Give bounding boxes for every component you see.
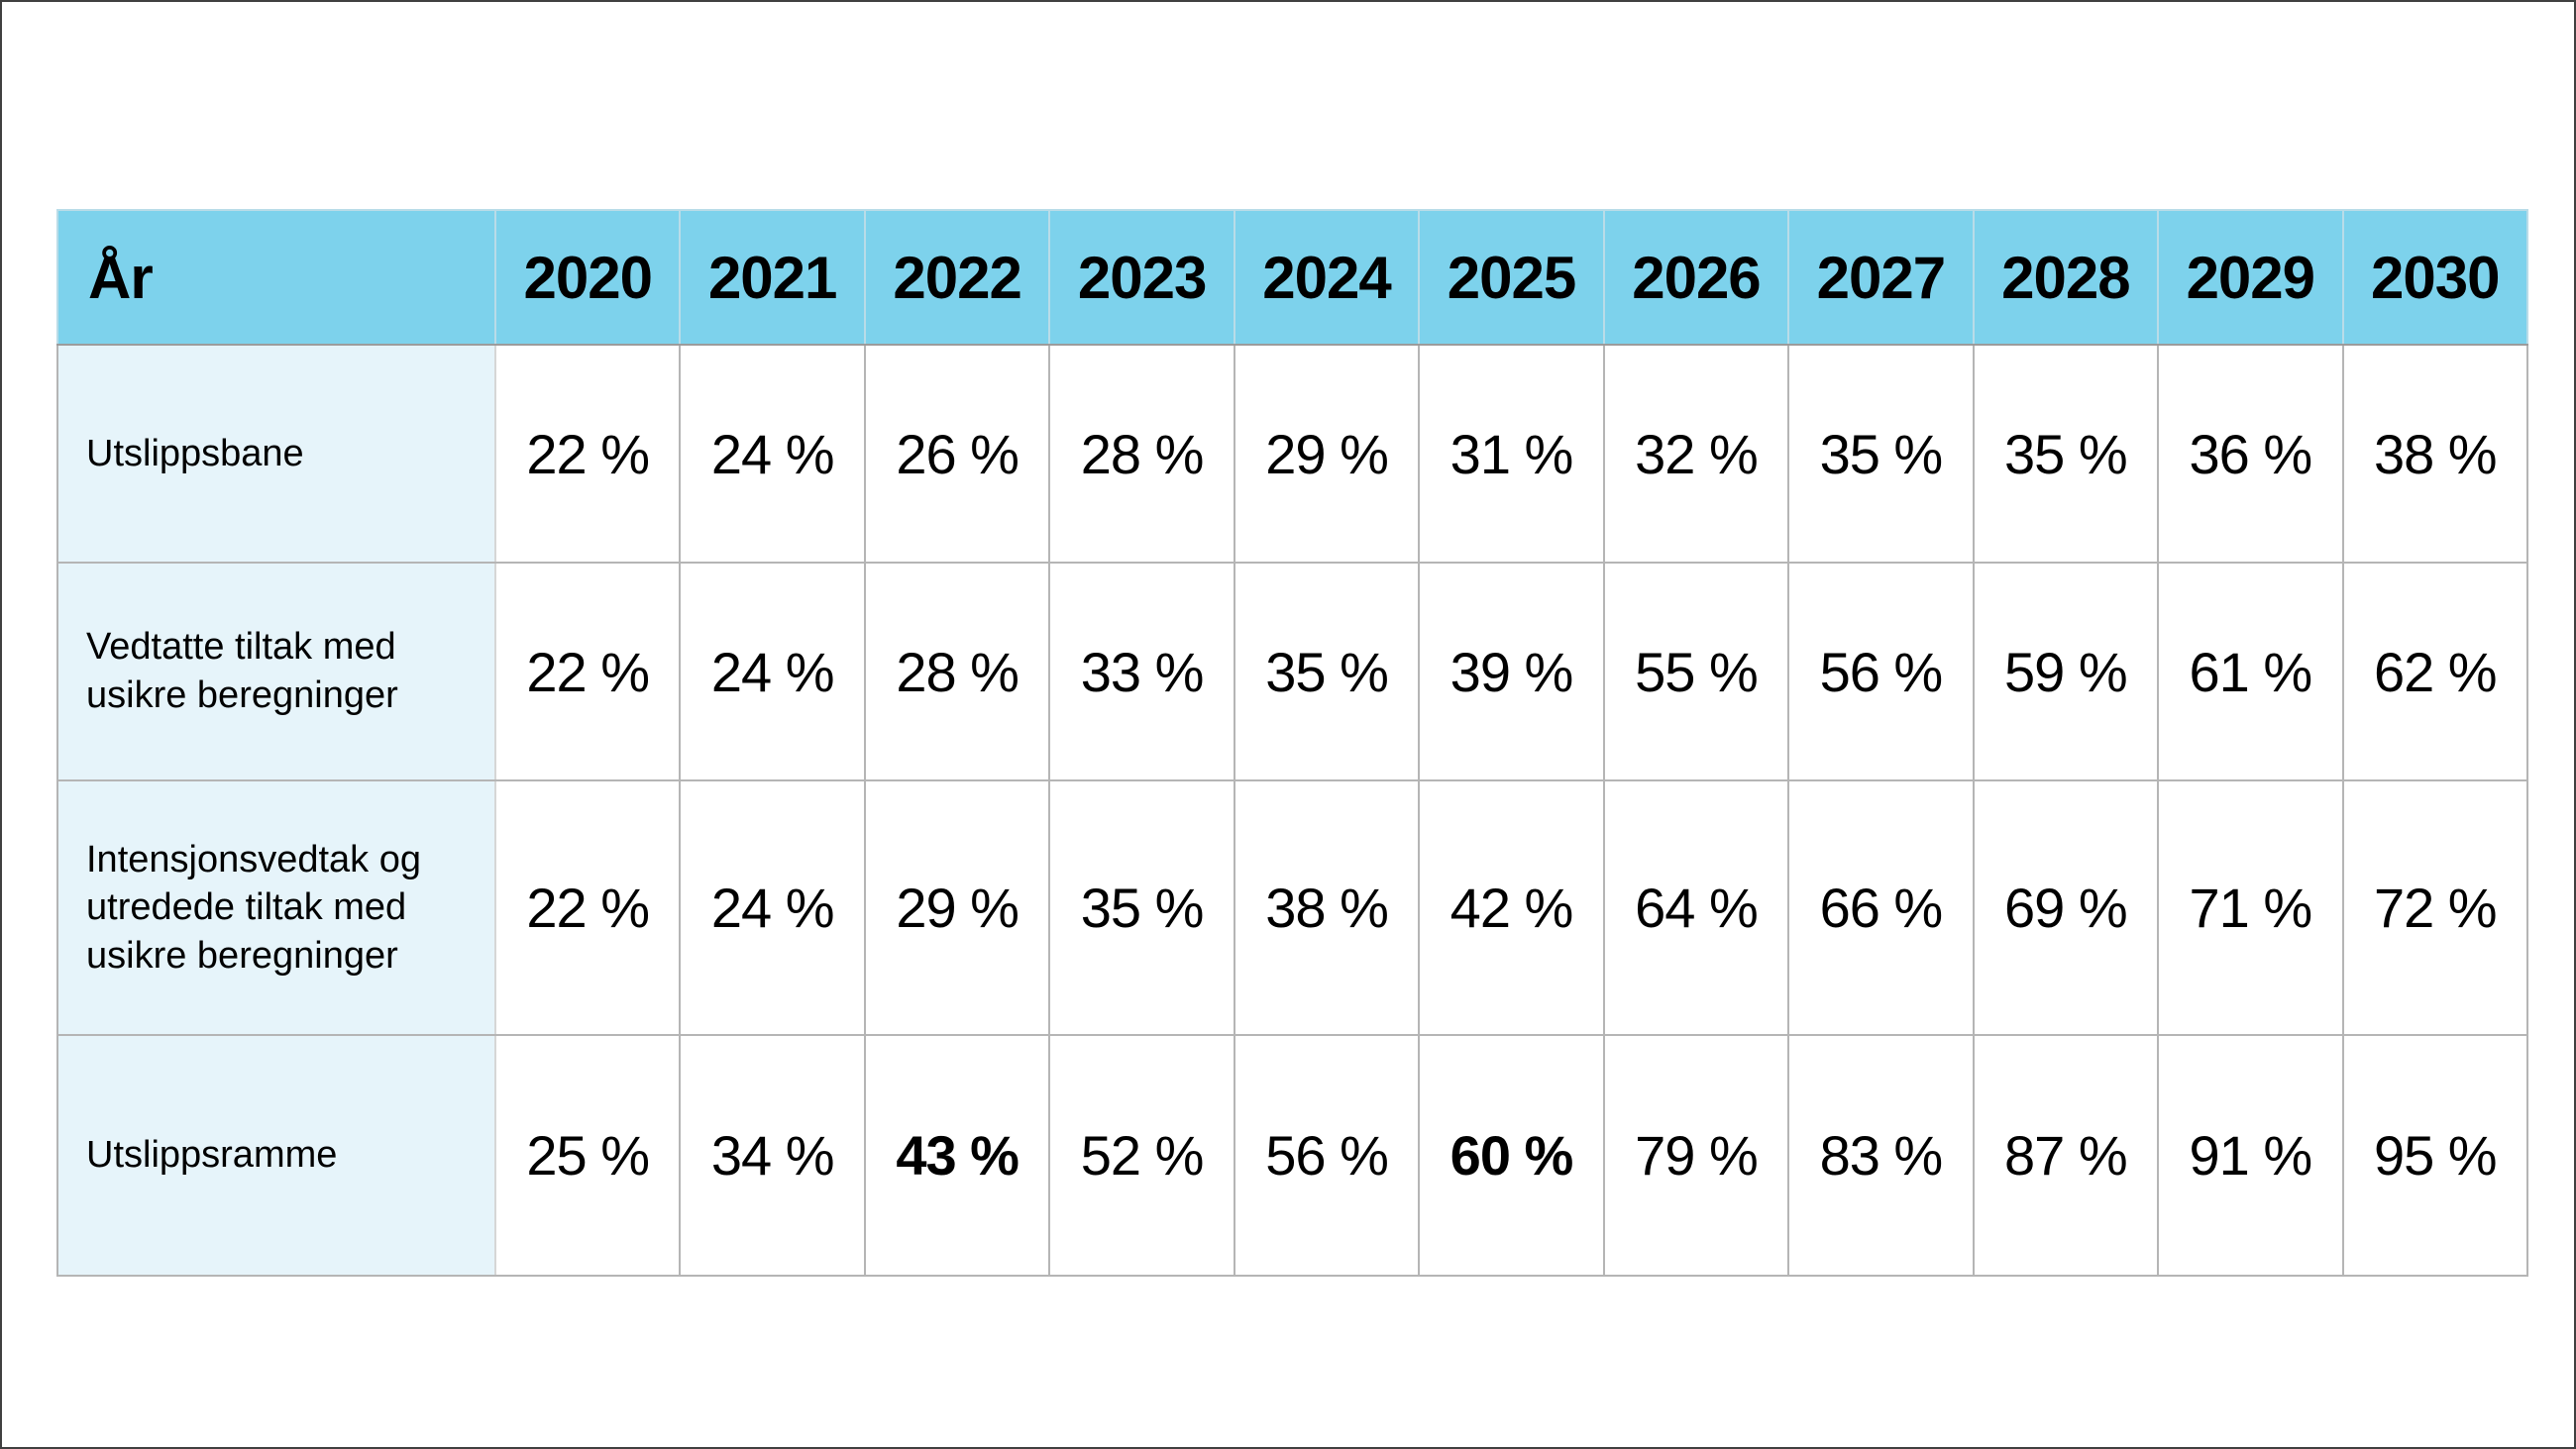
year-header: 2020 [493, 209, 682, 346]
value-cell: 39 % [1418, 562, 1605, 781]
value-cell: 43 % [863, 1034, 1051, 1277]
year-header: 2027 [1787, 209, 1975, 346]
value-cell: 61 % [2157, 562, 2344, 781]
emissions-table: År 2020 2021 2022 2023 2024 2025 2026 2027 2028 2… [56, 209, 2529, 1277]
value-cell: 69 % [1972, 779, 2160, 1036]
value-cell: 62 % [2341, 562, 2529, 781]
value-cell: 24 % [679, 779, 866, 1036]
row-label: Utslippsramme [56, 1034, 496, 1277]
table-row: Vedtatte tiltak med usikre beregninger 22… [56, 562, 2529, 781]
value-cell: 28 % [863, 562, 1051, 781]
corner-header-year-label: År [56, 209, 496, 346]
year-header: 2022 [863, 209, 1051, 346]
value-cell: 35 % [1972, 344, 2160, 564]
row-label: Intensjonsvedtak og utredede tiltak med … [56, 779, 496, 1036]
year-header: 2030 [2341, 209, 2529, 346]
value-cell: 91 % [2157, 1034, 2344, 1277]
value-cell: 36 % [2157, 344, 2344, 564]
value-cell: 55 % [1602, 562, 1790, 781]
year-header: 2023 [1048, 209, 1235, 346]
value-cell: 24 % [679, 562, 866, 781]
value-cell: 26 % [863, 344, 1051, 564]
value-cell: 25 % [493, 1034, 682, 1277]
value-cell: 56 % [1787, 562, 1975, 781]
value-cell: 34 % [679, 1034, 866, 1277]
value-cell: 52 % [1048, 1034, 1235, 1277]
table-row: Utslippsbane 22 % 24 % 26 % 28 % 29 % 31 % 32 %… [56, 344, 2529, 564]
value-cell: 38 % [1233, 779, 1421, 1036]
table-row: Intensjonsvedtak og utredede tiltak med … [56, 779, 2529, 1036]
value-cell: 56 % [1233, 1034, 1421, 1277]
year-header: 2029 [2157, 209, 2344, 346]
value-cell: 24 % [679, 344, 866, 564]
value-cell: 64 % [1602, 779, 1790, 1036]
value-cell: 22 % [493, 344, 682, 564]
value-cell: 29 % [863, 779, 1051, 1036]
value-cell: 31 % [1418, 344, 1605, 564]
year-header: 2028 [1972, 209, 2160, 346]
table-row: Utslippsramme 25 % 34 % 43 % 52 % 56 % 60 % 79 … [56, 1034, 2529, 1277]
value-cell: 22 % [493, 779, 682, 1036]
value-cell: 79 % [1602, 1034, 1790, 1277]
value-cell: 35 % [1048, 779, 1235, 1036]
value-cell: 29 % [1233, 344, 1421, 564]
value-cell: 59 % [1972, 562, 2160, 781]
year-header: 2024 [1233, 209, 1421, 346]
value-cell: 32 % [1602, 344, 1790, 564]
year-header: 2025 [1418, 209, 1605, 346]
table-header-row: År 2020 2021 2022 2023 2024 2025 2026 2027 2028 2… [56, 209, 2529, 346]
value-cell: 42 % [1418, 779, 1605, 1036]
value-cell: 71 % [2157, 779, 2344, 1036]
value-cell: 66 % [1787, 779, 1975, 1036]
value-cell: 60 % [1418, 1034, 1605, 1277]
value-cell: 95 % [2341, 1034, 2529, 1277]
value-cell: 87 % [1972, 1034, 2160, 1277]
value-cell: 22 % [493, 562, 682, 781]
value-cell: 38 % [2341, 344, 2529, 564]
year-header: 2026 [1602, 209, 1790, 346]
year-header: 2021 [679, 209, 866, 346]
row-label: Vedtatte tiltak med usikre beregninger [56, 562, 496, 781]
row-label: Utslippsbane [56, 344, 496, 564]
value-cell: 28 % [1048, 344, 1235, 564]
value-cell: 72 % [2341, 779, 2529, 1036]
value-cell: 83 % [1787, 1034, 1975, 1277]
value-cell: 35 % [1233, 562, 1421, 781]
value-cell: 33 % [1048, 562, 1235, 781]
value-cell: 35 % [1787, 344, 1975, 564]
